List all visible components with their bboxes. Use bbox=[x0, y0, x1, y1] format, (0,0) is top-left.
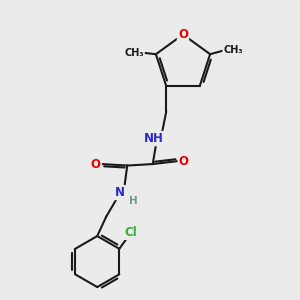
Text: H: H bbox=[130, 196, 138, 206]
Text: N: N bbox=[115, 186, 125, 199]
Text: CH₃: CH₃ bbox=[124, 48, 144, 58]
Text: O: O bbox=[91, 158, 101, 171]
Text: O: O bbox=[178, 28, 188, 41]
Text: NH: NH bbox=[144, 132, 164, 145]
Text: Cl: Cl bbox=[124, 226, 137, 239]
Text: CH₃: CH₃ bbox=[224, 45, 243, 55]
Text: O: O bbox=[178, 154, 189, 168]
